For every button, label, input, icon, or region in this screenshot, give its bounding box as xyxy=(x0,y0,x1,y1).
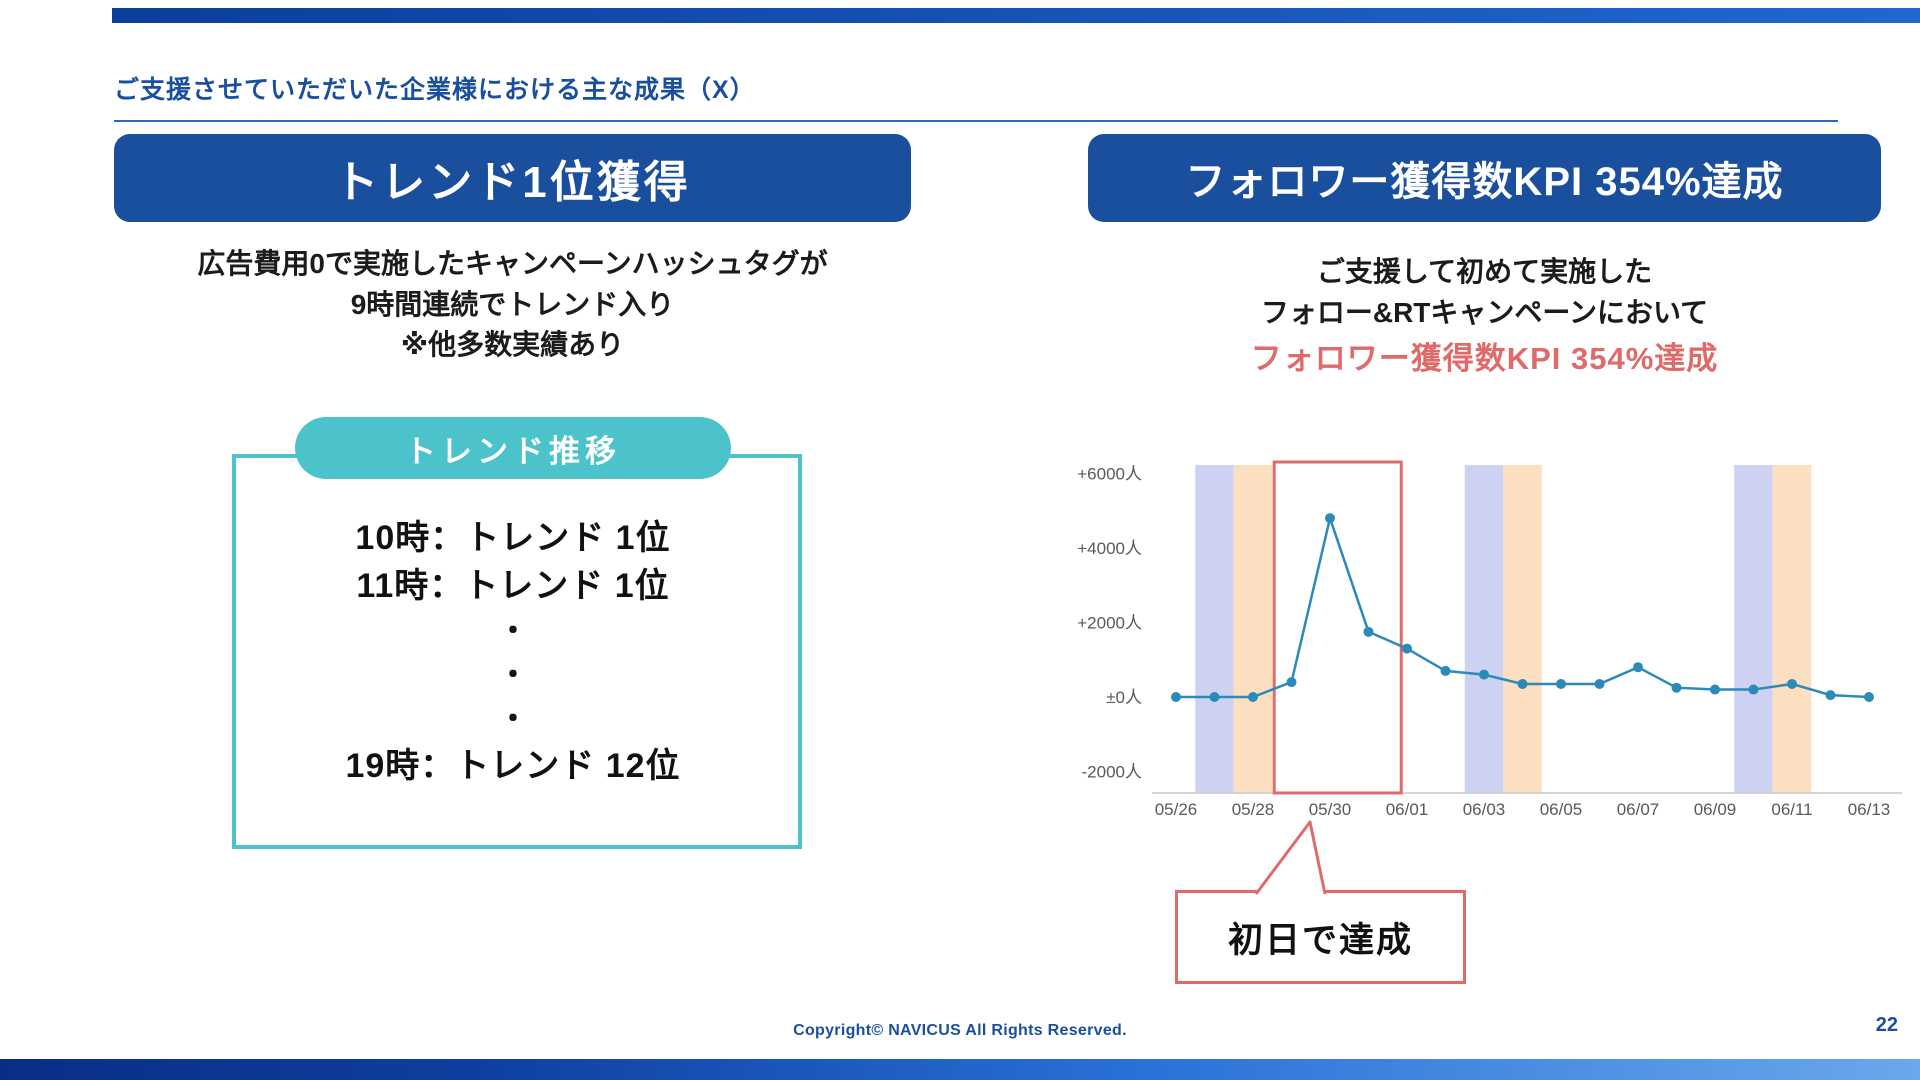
left-description: 広告費用0で実施したキャンペーンハッシュタグが 9時間連続でトレンド入り ※他多… xyxy=(114,244,911,366)
page-title: ご支援させていただいた企業様における主な成果（X） xyxy=(114,70,1838,122)
kpi-highlight-text: フォロワー獲得数KPI 354%達成 xyxy=(1250,341,1719,377)
right-description-line-2: フォロー&RTキャンペーンにおいて xyxy=(1260,296,1709,328)
svg-text:06/11: 06/11 xyxy=(1771,800,1812,819)
ellipsis-dot: ・ xyxy=(498,703,528,736)
ellipsis-dot: ・ xyxy=(498,659,528,692)
svg-text:06/03: 06/03 xyxy=(1463,800,1506,819)
right-description: ご支援して初めて実施した フォロー&RTキャンペーンにおいて フォロワー獲得数K… xyxy=(1088,252,1881,382)
top-accent-bar xyxy=(112,8,1920,23)
svg-text:+4000人: +4000人 xyxy=(1077,539,1142,558)
callout-tail xyxy=(1254,820,1327,895)
trend-history-box xyxy=(232,454,802,849)
svg-text:06/07: 06/07 xyxy=(1617,800,1660,819)
svg-text:06/13: 06/13 xyxy=(1848,800,1891,819)
svg-text:05/28: 05/28 xyxy=(1232,800,1275,819)
trend-line-19: 19時：トレンド 12位 xyxy=(345,747,681,785)
trend-line-10: 10時：トレンド 1位 xyxy=(355,519,671,557)
left-description-line-3: ※他多数実績あり xyxy=(400,329,625,361)
first-day-callout: 初日で達成 xyxy=(1175,890,1466,984)
svg-text:06/01: 06/01 xyxy=(1386,800,1429,819)
svg-text:05/26: 05/26 xyxy=(1155,800,1198,819)
svg-text:05/30: 05/30 xyxy=(1309,800,1352,819)
svg-text:+6000人: +6000人 xyxy=(1077,465,1142,484)
copyright-text: Copyright© NAVICUS All Rights Reserved. xyxy=(793,1022,1127,1039)
svg-text:06/09: 06/09 xyxy=(1694,800,1737,819)
left-result-header: トレンド1位獲得 xyxy=(114,134,911,222)
trend-history-lines: 10時：トレンド 1位 11時：トレンド 1位 ・ ・ ・ 19時：トレンド 1… xyxy=(232,514,794,790)
bottom-accent-bar xyxy=(0,1059,1920,1080)
left-description-line-2: 9時間連続でトレンド入り xyxy=(350,288,675,320)
svg-text:±0人: ±0人 xyxy=(1106,688,1142,707)
svg-text:06/05: 06/05 xyxy=(1540,800,1583,819)
ellipsis-dot: ・ xyxy=(498,615,528,648)
page-number: 22 xyxy=(1875,1014,1898,1036)
svg-text:+2000人: +2000人 xyxy=(1077,614,1142,633)
svg-text:-2000人: -2000人 xyxy=(1082,763,1142,782)
trend-history-label: トレンド推移 xyxy=(295,417,731,479)
trend-line-11: 11時：トレンド 1位 xyxy=(356,567,670,605)
right-description-line-1: ご支援して初めて実施した xyxy=(1316,256,1653,287)
right-result-header: フォロワー獲得数KPI 354%達成 xyxy=(1088,134,1881,222)
followers-line-chart: +6000人 +4000人 +2000人 ±0人 -2000人 05/26 05/28 05/… xyxy=(1077,460,1902,819)
left-description-line-1: 広告費用0で実施したキャンペーンハッシュタグが xyxy=(197,248,828,279)
